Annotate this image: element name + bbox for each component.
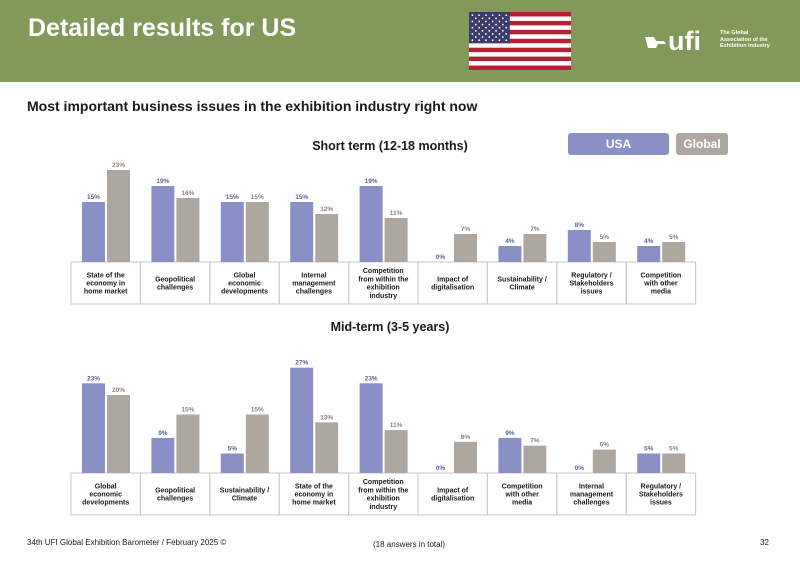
data-label: 15% [181, 407, 194, 414]
data-label: 0% [436, 465, 446, 472]
category-label: Competition [363, 479, 404, 486]
data-label: 5% [669, 446, 679, 453]
bar-global [454, 442, 477, 473]
data-label: 7% [530, 438, 540, 445]
category-label: challenges [157, 496, 193, 503]
bar-usa [360, 383, 383, 473]
category-label: Competition [502, 483, 543, 490]
category-label: issues [650, 500, 672, 507]
category-label: Stakeholders [639, 492, 683, 499]
category-label: economic [89, 492, 122, 499]
category-label: Regulatory / [641, 483, 682, 490]
category-label: challenges [573, 500, 609, 507]
bar-global [523, 446, 546, 473]
category-label: with other [504, 492, 539, 499]
data-label: 23% [87, 375, 100, 382]
category-label: Internal [579, 483, 604, 490]
bar-usa [290, 368, 313, 473]
footer-source: 34th UFI Global Exhibition Barometer / F… [27, 538, 226, 547]
data-label: 5% [228, 446, 238, 453]
data-label: 27% [295, 360, 308, 367]
data-label: 9% [505, 430, 515, 437]
category-label: exhibition [367, 496, 400, 503]
bar-usa [221, 454, 244, 474]
data-label: 11% [390, 422, 403, 429]
category-label: industry [369, 504, 397, 511]
category-label: from within the [358, 487, 408, 494]
category-label: State of the [295, 483, 333, 490]
bar-global [107, 395, 130, 473]
category-label: digitalisation [431, 496, 474, 503]
category-label: Climate [232, 496, 257, 503]
data-label: 15% [251, 407, 264, 414]
category-label: Global [95, 483, 117, 490]
page-number: 32 [760, 538, 769, 547]
data-label: 6% [600, 442, 610, 449]
data-label: 8% [461, 434, 471, 441]
data-label: 5% [644, 446, 654, 453]
bar-global [662, 454, 685, 474]
bar-usa [151, 438, 174, 473]
category-label: developments [82, 500, 129, 507]
bar-usa [637, 454, 660, 474]
bar-global [385, 430, 408, 473]
data-label: 0% [575, 465, 585, 472]
bar-global [246, 415, 269, 474]
bar-global [593, 450, 616, 473]
data-label: 13% [320, 414, 333, 421]
bar-global [176, 415, 199, 474]
category-label: media [512, 500, 532, 507]
data-label: 9% [158, 430, 168, 437]
category-label: Impact of [437, 487, 469, 494]
category-label: Sustainability / [220, 487, 269, 494]
footer-note: (18 answers in total) [373, 540, 445, 549]
data-label: 23% [365, 375, 378, 382]
category-label: management [570, 492, 614, 499]
category-label: home market [292, 500, 336, 507]
bar-usa [82, 383, 105, 473]
bar-global [315, 422, 338, 473]
bar-usa [498, 438, 521, 473]
category-label: Geopolitical [155, 487, 195, 494]
data-label: 20% [112, 387, 125, 394]
category-label: economy in [294, 492, 333, 499]
